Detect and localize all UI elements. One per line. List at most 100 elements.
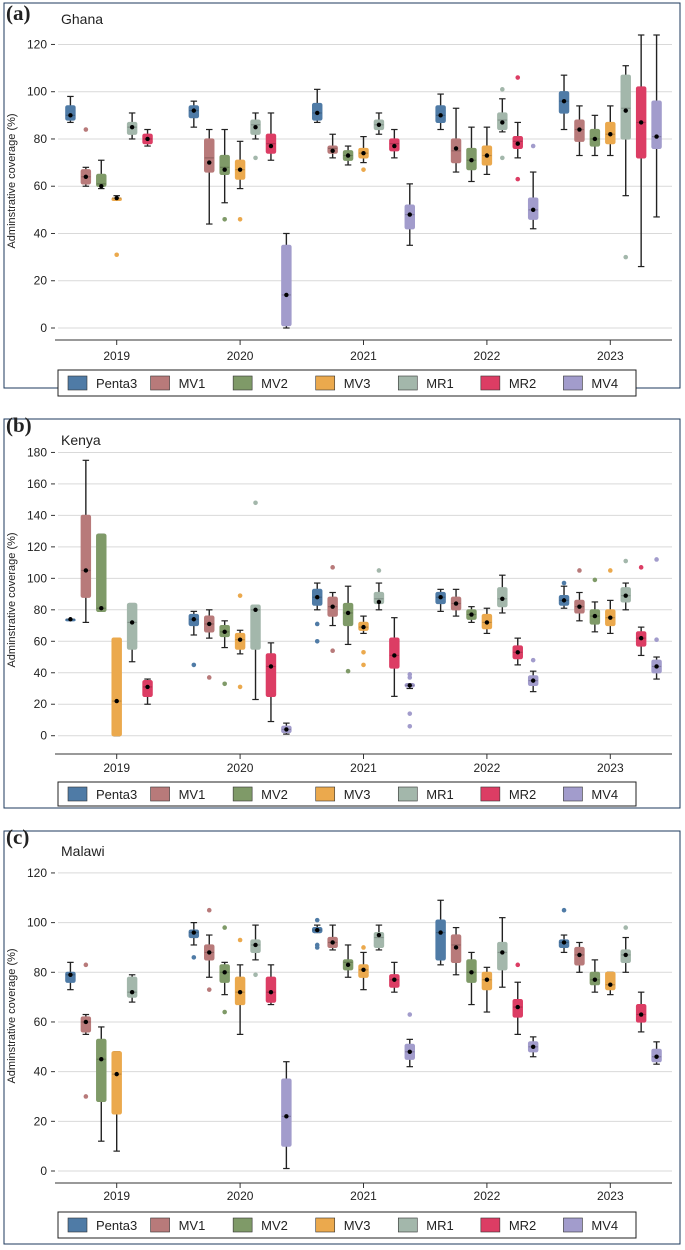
mean-marker [484,153,490,158]
box-2021-mv1 [327,924,338,951]
mean-marker [83,174,89,179]
mean-marker [530,207,536,213]
box-2021-mr2 [389,128,400,159]
legend-label-penta3: Penta3 [96,787,137,802]
box-2023-mv1 [574,941,585,973]
outlier-point [314,917,320,923]
legend-swatch-mr2 [480,1217,501,1233]
mean-marker [345,610,351,616]
legend-label-mv4: MV4 [591,1218,618,1233]
box-2022-mv1 [450,926,462,976]
box-2023-mv2 [589,577,601,633]
legend-label-mv1: MV1 [179,787,206,802]
outlier-point [237,217,243,222]
mean-marker [361,150,366,156]
mean-marker [207,160,212,165]
box-body [126,602,138,650]
mean-marker [345,962,351,968]
box-2019-mr1 [126,602,138,663]
mean-marker [83,1019,89,1025]
outlier-point [314,638,320,644]
box-2020-mr2 [265,642,277,723]
box-body [281,244,292,327]
mean-marker [191,930,197,935]
chart-title: Malawi [61,843,105,859]
box-2021-mv2 [342,145,354,166]
box-2019-mv1 [80,962,92,1099]
outlier-point [206,675,212,680]
box-2020-mv1 [204,609,215,680]
outlier-point [500,155,505,161]
x-tick-label: 2023 [597,1189,624,1203]
x-tick-label: 2019 [103,761,130,775]
box-2019-mr1 [126,974,138,1003]
box-2021-mr2 [389,961,400,993]
box-2021-mv1 [327,565,338,654]
mean-marker [407,683,412,688]
box-2022-penta3 [435,588,446,612]
box-2021-mr1 [373,568,385,611]
y-tick-label: 160 [27,477,47,491]
mean-marker [608,615,613,620]
outlier-point [407,1012,413,1017]
box-2022-mv2 [466,951,477,1006]
mean-marker [608,982,613,987]
box-2020-mv2 [219,925,230,1015]
outlier-point [638,565,644,570]
legend-swatch-mv3 [315,375,336,391]
box-body [281,1078,292,1147]
outlier-point [222,1009,227,1015]
outlier-point [330,565,335,570]
y-tick-label: 40 [34,666,48,680]
box-2021-penta3 [311,917,323,950]
box-body [204,138,215,173]
mean-marker [623,108,628,113]
legend-label-mv3: MV3 [344,376,371,391]
legend-label-mr2: MR2 [509,787,536,802]
y-tick-label: 100 [27,571,47,585]
outlier-point [407,672,413,677]
box-2021-penta3 [311,582,323,644]
box-2021-mv3 [358,945,369,991]
box-2022-mr1 [497,574,508,614]
mean-marker [268,989,274,995]
panel-label: (c) [6,825,29,849]
box-2021-mv2 [342,585,354,674]
outlier-point [500,87,505,92]
y-axis-label: Adminstrative coverage (%) [6,113,18,248]
outlier-point [515,75,521,80]
box-2022-mr1 [497,917,508,988]
mean-marker [237,637,243,642]
mean-marker [68,617,73,622]
y-tick-label: 80 [34,603,48,617]
legend-swatch-mv1 [150,1217,170,1233]
y-tick-label: 20 [34,1114,48,1128]
outlier-point [237,937,243,943]
box-2021-mv4 [404,1012,416,1068]
mean-marker [129,620,135,625]
y-tick-label: 140 [27,508,47,522]
box-2023-mv2 [589,114,601,157]
box-2023-mv4 [651,34,662,218]
mean-marker [500,950,505,955]
legend-label-mv2: MV2 [261,1218,288,1233]
mean-marker [500,120,505,125]
legend-label-mv1: MV1 [179,1218,206,1233]
box-2020-mr1 [250,924,261,978]
box-2019-mv3 [111,1051,122,1152]
box-2020-mv1 [204,128,215,225]
mean-marker [222,629,227,635]
mean-marker [592,613,598,619]
mean-marker [654,134,659,139]
outlier-point [376,568,382,573]
outlier-point [253,500,258,506]
mean-marker [315,110,320,116]
box-2020-mv4 [281,232,292,329]
box-2022-penta3 [435,93,446,131]
mean-marker [114,195,119,201]
box-body [389,637,400,669]
mean-marker [577,604,582,609]
mean-marker [129,989,135,995]
mean-marker [592,136,598,142]
mean-marker [530,678,536,683]
